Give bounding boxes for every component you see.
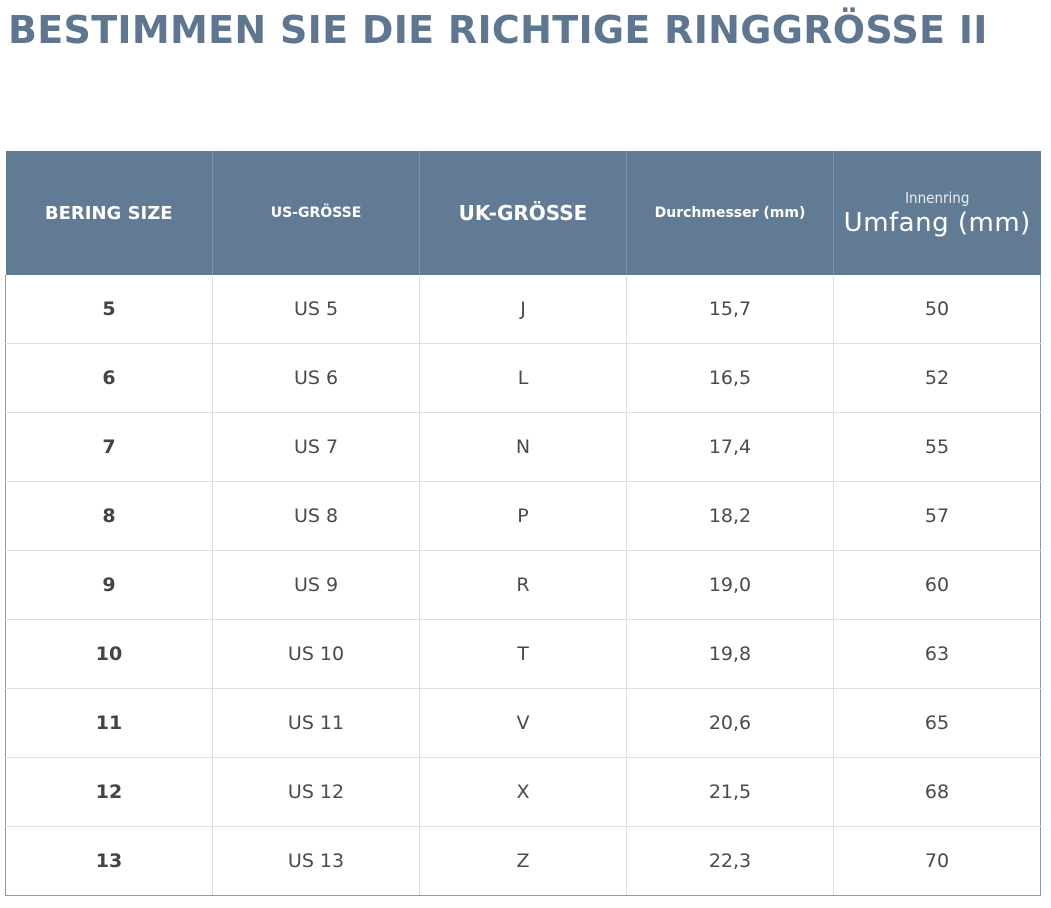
cell-diameter: 16,5 bbox=[626, 343, 834, 413]
cell-us-size: US 7 bbox=[212, 412, 420, 482]
table-row: 13 US 13 Z 22,3 70 bbox=[5, 826, 1041, 896]
cell-us-size: US 10 bbox=[212, 619, 420, 689]
table-row: 9 US 9 R 19,0 60 bbox=[5, 550, 1041, 620]
cell-us-size: US 11 bbox=[212, 688, 420, 758]
cell-uk-size: R bbox=[419, 550, 627, 620]
cell-circumference: 57 bbox=[833, 481, 1041, 551]
cell-diameter: 19,0 bbox=[626, 550, 834, 620]
cell-bering-size: 12 bbox=[5, 757, 213, 827]
cell-circumference: 52 bbox=[833, 343, 1041, 413]
cell-us-size: US 5 bbox=[212, 275, 420, 344]
cell-bering-size: 13 bbox=[5, 826, 213, 896]
cell-us-size: US 12 bbox=[212, 757, 420, 827]
cell-diameter: 15,7 bbox=[626, 275, 834, 344]
cell-us-size: US 13 bbox=[212, 826, 420, 896]
cell-us-size: US 6 bbox=[212, 343, 420, 413]
header-row: BERING SIZE US-GRÖSSE UK-GRÖSSE Durchmes… bbox=[5, 151, 1041, 275]
cell-diameter: 19,8 bbox=[626, 619, 834, 689]
column-header-bering-size: BERING SIZE bbox=[5, 151, 213, 275]
column-header-uk-size: UK-GRÖSSE bbox=[419, 151, 627, 275]
cell-uk-size: V bbox=[419, 688, 627, 758]
cell-bering-size: 7 bbox=[5, 412, 213, 482]
cell-diameter: 20,6 bbox=[626, 688, 834, 758]
cell-diameter: 18,2 bbox=[626, 481, 834, 551]
table-row: 6 US 6 L 16,5 52 bbox=[5, 343, 1041, 413]
ring-size-table: BERING SIZE US-GRÖSSE UK-GRÖSSE Durchmes… bbox=[5, 151, 1041, 896]
cell-circumference: 63 bbox=[833, 619, 1041, 689]
page-title: BESTIMMEN SIE DIE RICHTIGE RINGGRÖSSE II bbox=[8, 8, 988, 52]
cell-uk-size: Z bbox=[419, 826, 627, 896]
cell-circumference: 55 bbox=[833, 412, 1041, 482]
cell-bering-size: 8 bbox=[5, 481, 213, 551]
cell-uk-size: J bbox=[419, 275, 627, 344]
column-header-us-size: US-GRÖSSE bbox=[212, 151, 420, 275]
cell-circumference: 50 bbox=[833, 275, 1041, 344]
cell-diameter: 22,3 bbox=[626, 826, 834, 896]
cell-uk-size: L bbox=[419, 343, 627, 413]
table-body: 5 US 5 J 15,7 50 6 US 6 L 16,5 52 7 US 7 N 17,4 55 8 US … bbox=[5, 275, 1041, 896]
cell-uk-size: X bbox=[419, 757, 627, 827]
cell-bering-size: 5 bbox=[5, 275, 213, 344]
cell-diameter: 21,5 bbox=[626, 757, 834, 827]
column-header-circumference-label: Umfang (mm) bbox=[843, 208, 1031, 238]
cell-bering-size: 11 bbox=[5, 688, 213, 758]
cell-uk-size: T bbox=[419, 619, 627, 689]
table-row: 10 US 10 T 19,8 63 bbox=[5, 619, 1041, 689]
cell-circumference: 70 bbox=[833, 826, 1041, 896]
cell-circumference: 65 bbox=[833, 688, 1041, 758]
cell-uk-size: N bbox=[419, 412, 627, 482]
cell-bering-size: 10 bbox=[5, 619, 213, 689]
table-row: 7 US 7 N 17,4 55 bbox=[5, 412, 1041, 482]
cell-diameter: 17,4 bbox=[626, 412, 834, 482]
cell-uk-size: P bbox=[419, 481, 627, 551]
cell-circumference: 68 bbox=[833, 757, 1041, 827]
cell-us-size: US 9 bbox=[212, 550, 420, 620]
cell-bering-size: 9 bbox=[5, 550, 213, 620]
table-row: 8 US 8 P 18,2 57 bbox=[5, 481, 1041, 551]
column-header-inner-ring-label: Innenring bbox=[905, 189, 970, 207]
cell-circumference: 60 bbox=[833, 550, 1041, 620]
table-row: 5 US 5 J 15,7 50 bbox=[5, 275, 1041, 344]
cell-us-size: US 8 bbox=[212, 481, 420, 551]
table-row: 12 US 12 X 21,5 68 bbox=[5, 757, 1041, 827]
cell-bering-size: 6 bbox=[5, 343, 213, 413]
table-row: 11 US 11 V 20,6 65 bbox=[5, 688, 1041, 758]
column-header-circumference: Innenring Umfang (mm) bbox=[833, 151, 1041, 275]
column-header-diameter: Durchmesser (mm) bbox=[626, 151, 834, 275]
